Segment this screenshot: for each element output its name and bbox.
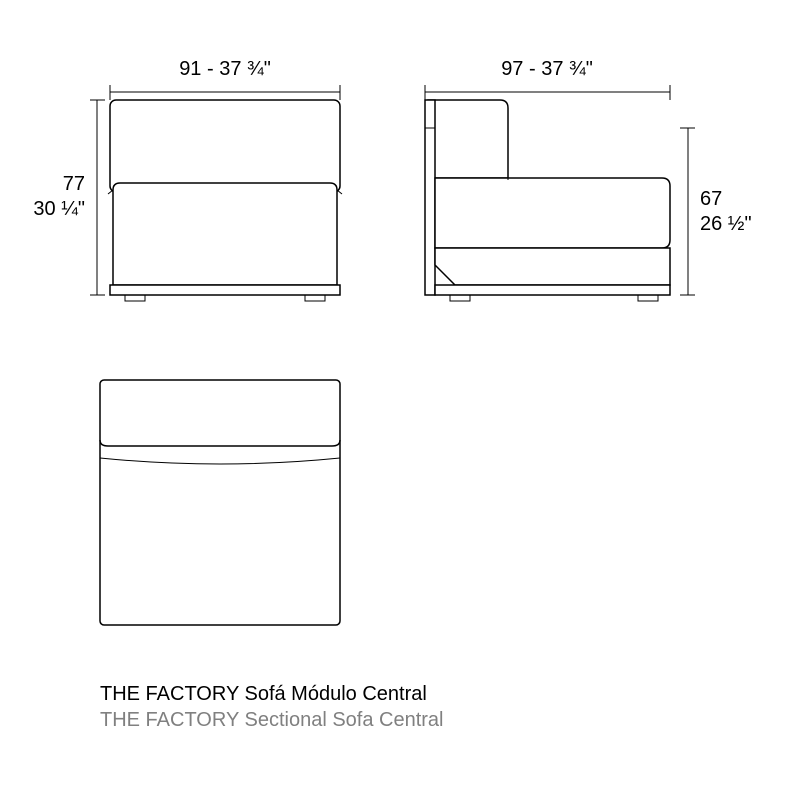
dim-front-height-inch: 30 ¼" bbox=[33, 198, 85, 220]
dim-front-width: 91 - 37 ¾" bbox=[110, 58, 340, 100]
top-view bbox=[100, 380, 340, 625]
technical-drawing: 91 - 37 ¾" 77 30 ¼" 97 - 37 ¾" bbox=[0, 0, 800, 800]
dim-side-width-label: 97 - 37 ¾" bbox=[501, 58, 593, 80]
dim-front-height: 77 30 ¼" bbox=[33, 100, 105, 295]
dim-front-height-cm: 77 bbox=[63, 173, 85, 195]
dim-front-width-label: 91 - 37 ¾" bbox=[179, 58, 271, 80]
dim-side-height: 67 26 ½" bbox=[680, 128, 752, 295]
dim-side-height-inch: 26 ½" bbox=[700, 213, 752, 235]
front-view: 91 - 37 ¾" 77 30 ¼" bbox=[33, 58, 342, 301]
dim-side-width: 97 - 37 ¾" bbox=[425, 58, 670, 100]
title-primary: THE FACTORY Sofá Módulo Central bbox=[100, 683, 427, 705]
title-secondary: THE FACTORY Sectional Sofa Central bbox=[100, 709, 444, 731]
dim-side-height-cm: 67 bbox=[700, 188, 722, 210]
side-view: 97 - 37 ¾" 67 26 ½" bbox=[425, 58, 752, 301]
